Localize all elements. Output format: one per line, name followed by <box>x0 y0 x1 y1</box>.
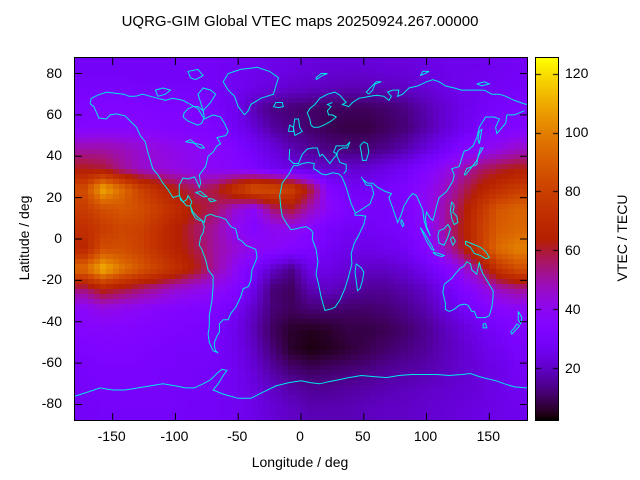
x-tick-label: 0 <box>296 428 304 444</box>
x-tick-label: -150 <box>97 428 126 444</box>
coastline <box>197 87 217 112</box>
coastline <box>187 68 204 81</box>
y-tick-label: 60 <box>46 105 62 122</box>
coastline <box>437 223 451 246</box>
x-tick-label: 100 <box>413 428 438 444</box>
colorbar-tick-label: 60 <box>565 241 581 258</box>
coastline <box>279 161 367 311</box>
coastline <box>400 219 405 228</box>
coastline <box>195 190 209 198</box>
x-tick-label: -100 <box>160 428 189 444</box>
colorbar-tick-label: 80 <box>565 182 581 199</box>
coastline <box>315 73 328 81</box>
y-tick-label: 0 <box>54 230 62 246</box>
coastline <box>354 263 365 292</box>
coastline <box>482 323 488 329</box>
colorbar-tick-label: 120 <box>565 64 589 81</box>
colorbar <box>535 57 559 421</box>
coastline <box>306 79 527 126</box>
y-tick-label: 80 <box>46 64 62 81</box>
coastline <box>75 368 527 399</box>
coastline <box>222 66 279 116</box>
coastlines-and-ticks-overlay <box>75 58 527 420</box>
coastline <box>465 240 491 260</box>
colorbar-axis-label: VTEC / TECU <box>614 194 630 282</box>
coastline <box>354 176 431 237</box>
colorbar-tick-label: 20 <box>565 359 581 376</box>
y-tick-label: -40 <box>41 312 62 329</box>
coastline <box>442 261 494 319</box>
coastline <box>198 213 258 354</box>
coastline <box>310 102 338 128</box>
coastline <box>419 70 430 77</box>
vtec-heatmap-canvas <box>75 58 527 420</box>
coastline <box>272 102 285 109</box>
coastline <box>207 198 218 203</box>
y-tick-label: 20 <box>46 188 62 205</box>
coastline <box>365 81 382 95</box>
coastline <box>359 141 370 161</box>
coastline <box>185 139 206 149</box>
coastline <box>89 91 229 221</box>
coastline <box>154 87 172 97</box>
y-tick-label: -60 <box>41 354 62 371</box>
coastline <box>510 323 521 336</box>
coastline <box>449 236 456 247</box>
coastline <box>288 141 351 175</box>
y-tick-label: -20 <box>41 271 62 288</box>
y-tick-label: -80 <box>41 395 62 412</box>
coastline <box>287 124 294 132</box>
x-tick-label: -50 <box>227 428 248 444</box>
coastline <box>463 147 484 176</box>
x-tick-label: 50 <box>354 428 371 444</box>
colorbar-gradient-canvas <box>536 58 558 420</box>
coastline <box>476 81 491 87</box>
coastline <box>477 128 483 144</box>
coastline <box>517 311 523 326</box>
colorbar-tick-label: 100 <box>565 123 589 140</box>
x-tick-label: 150 <box>476 428 500 444</box>
coastline <box>182 106 205 126</box>
coastline <box>419 227 436 252</box>
y-tick-label: 40 <box>46 147 62 164</box>
x-axis-label: Longitude / deg <box>251 454 349 470</box>
coastline <box>432 251 446 258</box>
chart-title: UQRG-GIM Global VTEC maps 20250924.267.0… <box>121 13 479 30</box>
coastline <box>449 201 459 226</box>
colorbar-tick-label: 40 <box>565 300 581 317</box>
coastline <box>424 110 525 237</box>
vtec-map-plot-area <box>74 57 528 421</box>
coastline <box>292 118 304 137</box>
